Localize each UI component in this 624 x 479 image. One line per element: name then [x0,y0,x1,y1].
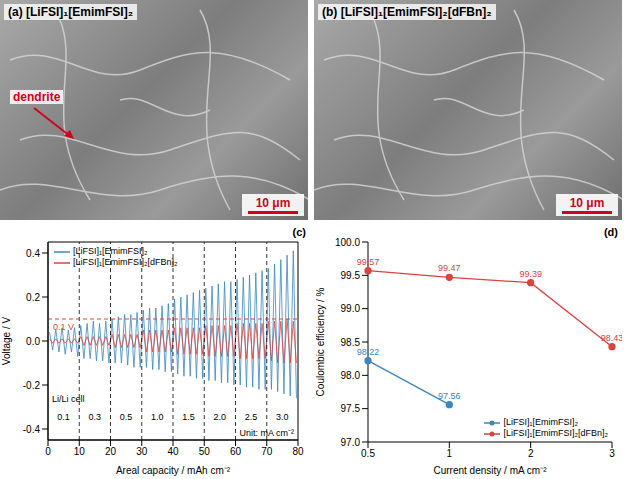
svg-text:40: 40 [167,446,179,457]
svg-text:0.2: 0.2 [26,292,40,303]
html-text:Unit: mA cm⁻²: Unit: mA cm⁻² [239,428,294,438]
svg-text:-0.2: -0.2 [23,380,41,391]
svg-text:2.5: 2.5 [245,412,258,422]
svg-text:50: 50 [199,446,211,457]
svg-text:80: 80 [292,446,304,457]
svg-text:1.5: 1.5 [182,412,195,422]
svg-text:2: 2 [528,448,534,459]
html-text:[LiFSI]₁[EmimFSI]₂: [LiFSI]₁[EmimFSI]₂ [73,246,148,256]
html-text:(d): (d) [604,226,618,238]
svg-text:70: 70 [261,446,273,457]
svg-text:2.0: 2.0 [214,412,227,422]
html-text:(a) [LiFSI]₁[EmimFSI]₂: (a) [LiFSI]₁[EmimFSI]₂ [8,5,133,19]
html-text:10 μm: 10 μm [255,196,291,210]
svg-text:0.1: 0.1 [57,412,70,422]
html-text:[LiFSI]₁[EmimFSI]₂[dFBn]₂: [LiFSI]₁[EmimFSI]₂[dFBn]₂ [503,428,608,438]
svg-text:99.39: 99.39 [519,269,542,279]
svg-text:0.4: 0.4 [26,248,40,259]
svg-text:99.5: 99.5 [341,270,361,281]
html-text:[LiFSI]₁[EmimFSI]₂: [LiFSI]₁[EmimFSI]₂ [503,417,578,427]
svg-text:0.1 V: 0.1 V [53,322,74,332]
svg-text:0.5: 0.5 [361,448,375,459]
svg-text:1.0: 1.0 [151,412,164,422]
svg-text:-0.4: -0.4 [23,424,41,435]
html-text:dendrite: dendrite [13,90,61,104]
svg-text:97.5: 97.5 [341,403,361,414]
html-text:(c): (c) [292,226,306,238]
svg-text:0.3: 0.3 [89,412,102,422]
svg-text:99.57: 99.57 [357,257,380,267]
svg-text:98.43: 98.43 [601,333,622,343]
html-text:10 μm: 10 μm [569,196,605,210]
svg-text:30: 30 [136,446,148,457]
svg-text:98.5: 98.5 [340,336,360,348]
svg-text:98.22: 98.22 [357,347,380,357]
svg-text:60: 60 [230,446,242,457]
svg-text:3.0: 3.0 [276,412,289,422]
svg-text:Voltage / V: Voltage / V [1,316,12,365]
svg-text:98.0: 98.0 [341,370,361,381]
html-text:(b) [LiFSI]₁[EmimFSI]₂[dFBn]₂: (b) [LiFSI]₁[EmimFSI]₂[dFBn]₂ [322,5,492,19]
svg-text:100.0: 100.0 [335,237,360,248]
svg-text:Coulombic efficiency / %: Coulombic efficiency / % [316,288,326,397]
svg-text:0.5: 0.5 [120,412,133,422]
svg-text:Areal capacity / mAh cm⁻²: Areal capacity / mAh cm⁻² [116,465,231,476]
svg-text:Current density / mA cm⁻²: Current density / mA cm⁻² [433,465,547,476]
html-text:Li/Li cell: Li/Li cell [52,394,85,404]
svg-text:0: 0 [45,446,51,457]
svg-text:3: 3 [609,448,615,459]
svg-text:97.56: 97.56 [438,391,461,401]
svg-text:99.0: 99.0 [341,303,361,314]
svg-text:97.0: 97.0 [341,437,361,448]
svg-text:1: 1 [447,448,453,459]
html-text:[LiFSI]₁[EmimFSI]₂[dFBn]₂: [LiFSI]₁[EmimFSI]₂[dFBn]₂ [73,257,178,267]
svg-text:20: 20 [105,446,117,457]
svg-text:0.0: 0.0 [26,336,40,347]
svg-text:99.47: 99.47 [438,263,461,273]
svg-text:10: 10 [74,446,86,457]
